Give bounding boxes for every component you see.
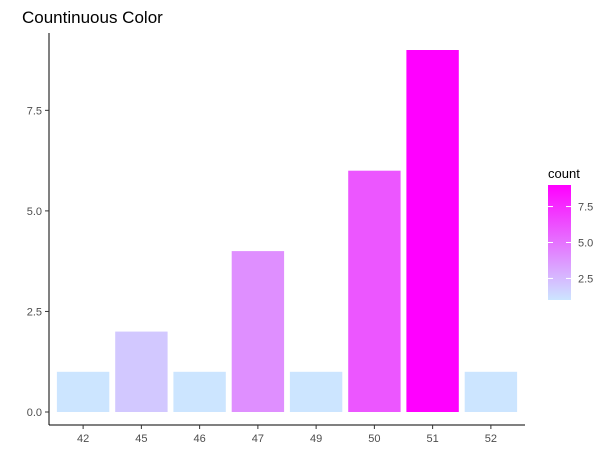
x-tick-label: 45 — [135, 433, 147, 445]
chart-title: Countinuous Color — [22, 8, 163, 27]
x-axis-ticks: 42 45 46 47 49 50 51 52 — [77, 425, 497, 445]
y-tick-label: 0.0 — [27, 407, 42, 419]
legend-title: count — [548, 166, 580, 181]
bar-47 — [231, 251, 285, 412]
legend-tick-label: 5.0 — [578, 238, 593, 250]
y-axis-ticks: 0.0 2.5 5.0 7.5 — [27, 105, 49, 419]
x-tick-label: 49 — [310, 433, 322, 445]
bars-group — [56, 50, 518, 412]
x-tick-label: 51 — [427, 433, 439, 445]
legend-tick-label: 2.5 — [578, 273, 593, 285]
bar-45 — [115, 331, 168, 412]
bar-46 — [173, 371, 226, 412]
bar-51 — [406, 50, 459, 412]
legend-tick-label: 7.5 — [578, 202, 593, 214]
x-tick-label: 42 — [77, 433, 89, 445]
bar-50 — [348, 170, 401, 412]
color-legend: count 2.5 5.0 7.5 — [548, 166, 593, 300]
x-tick-label: 50 — [368, 433, 380, 445]
y-tick-label: 7.5 — [27, 105, 42, 117]
x-tick-label: 46 — [194, 433, 206, 445]
bar-52 — [464, 371, 518, 412]
bar-42 — [56, 371, 110, 412]
x-tick-label: 52 — [485, 433, 497, 445]
y-tick-label: 2.5 — [27, 306, 42, 318]
legend-colorbar — [548, 185, 571, 300]
y-tick-label: 5.0 — [27, 206, 42, 218]
x-tick-label: 47 — [252, 433, 264, 445]
bar-49 — [289, 371, 343, 412]
legend-ticks: 2.5 5.0 7.5 — [548, 202, 593, 285]
